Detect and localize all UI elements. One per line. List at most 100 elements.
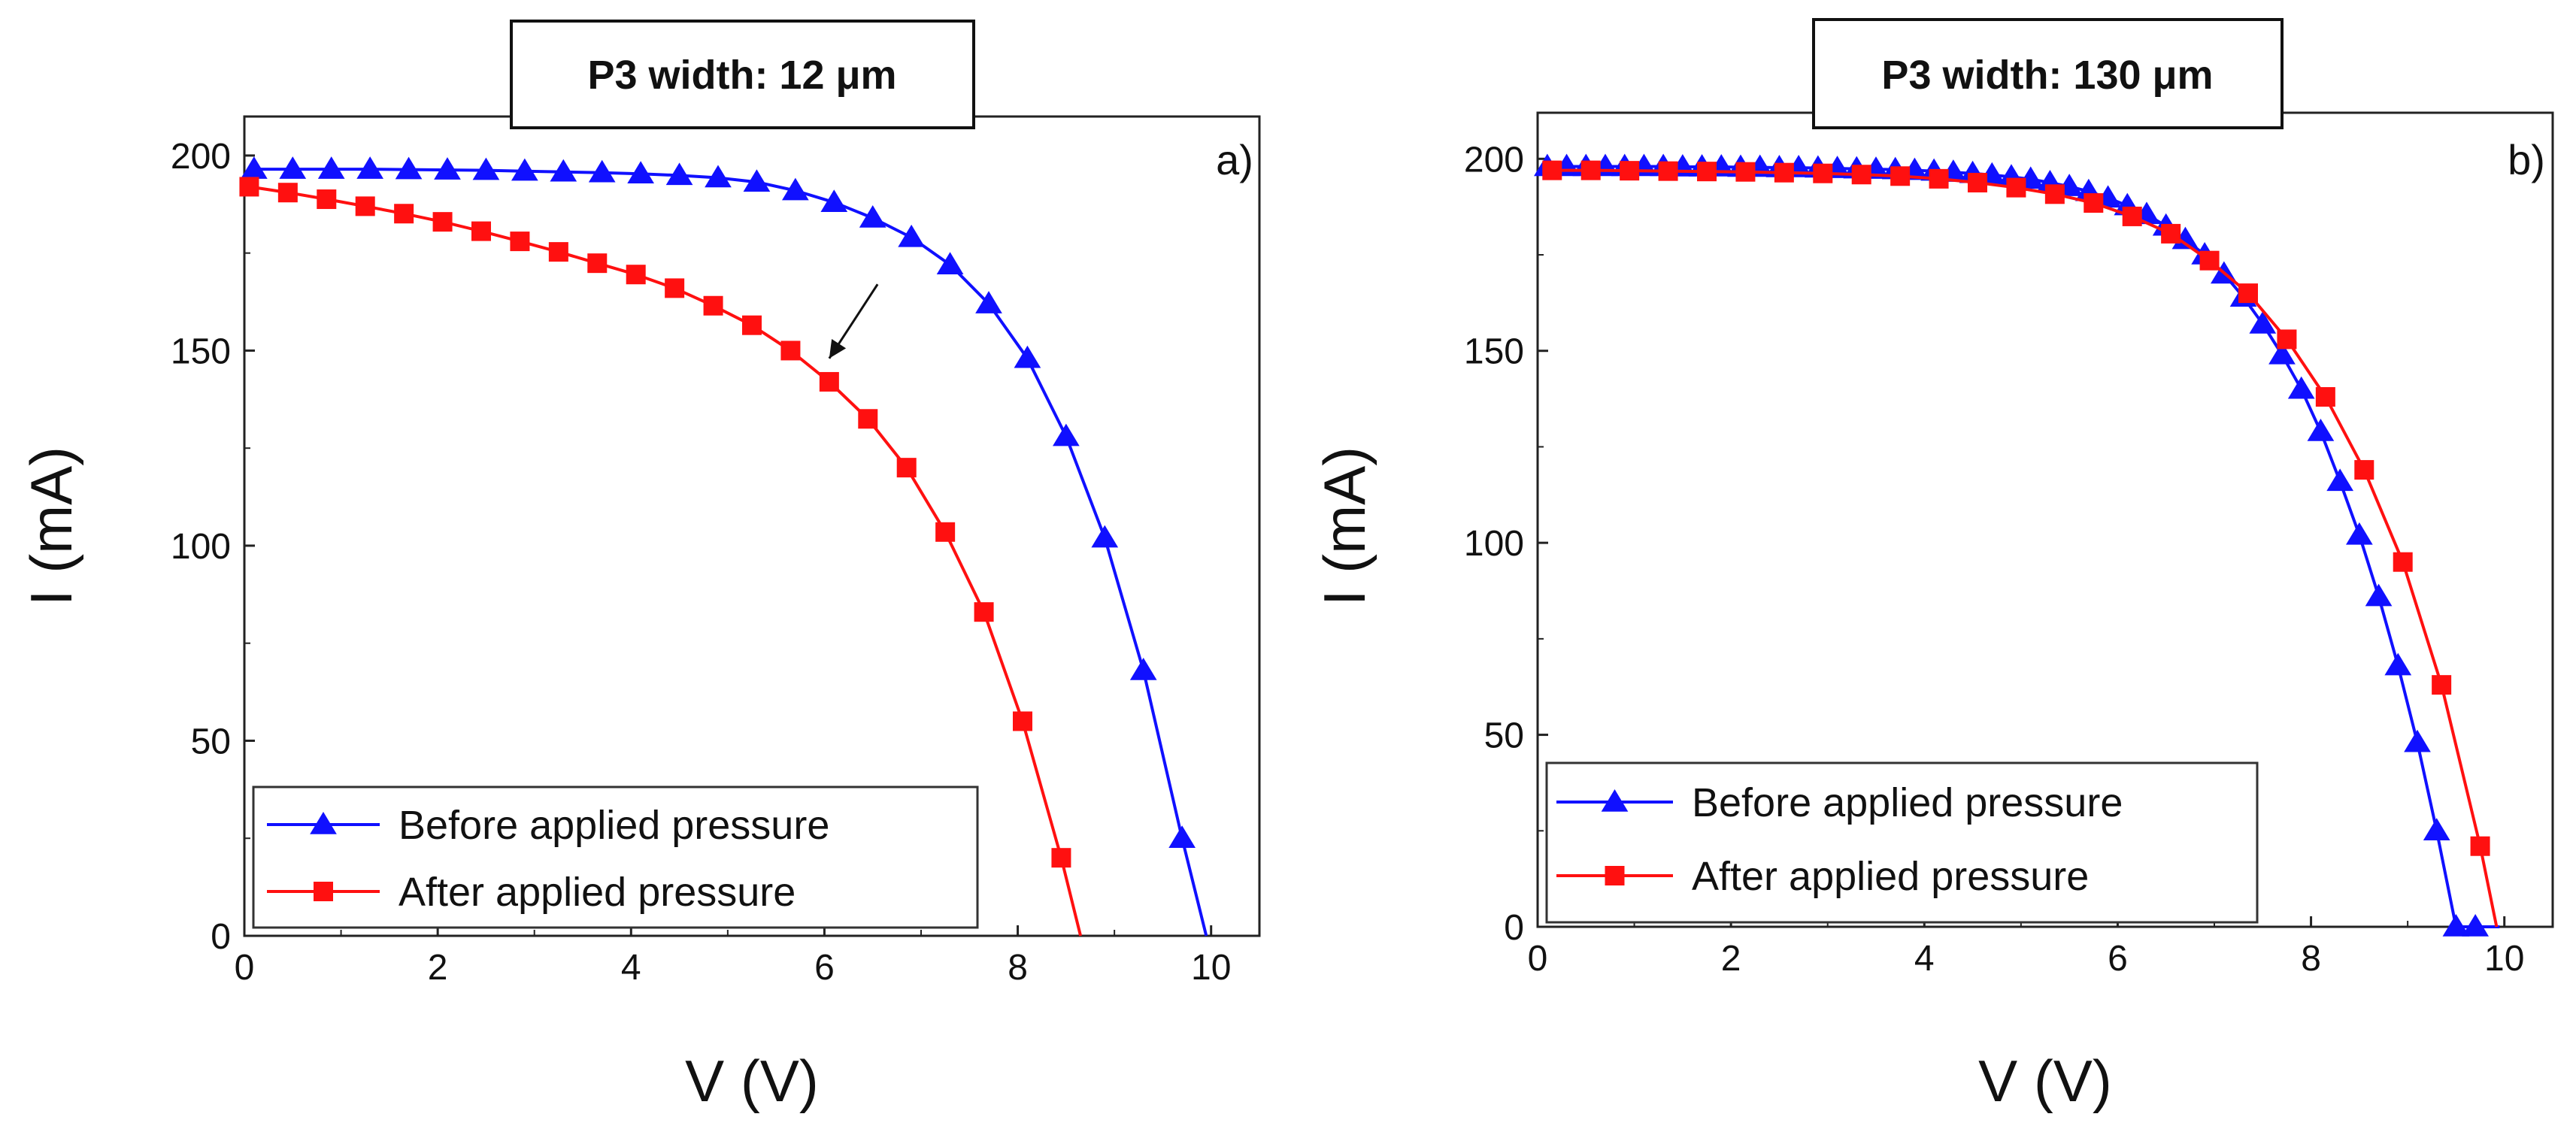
panel-label: b) (2508, 136, 2545, 183)
data-point-triangle (2307, 419, 2335, 441)
data-point-square (974, 602, 994, 622)
legend-marker (1601, 789, 1629, 812)
x-tick-label: 10 (2484, 939, 2524, 979)
y-tick-label: 100 (171, 527, 231, 567)
data-point-triangle (317, 156, 345, 179)
data-point-square (703, 295, 723, 316)
data-point-triangle (2404, 729, 2431, 752)
y-tick-label: 200 (171, 137, 231, 177)
data-point-triangle (2423, 818, 2450, 841)
legend-box (1545, 761, 2259, 924)
data-point-square (317, 189, 337, 210)
data-point-square (2393, 552, 2413, 572)
data-point-square (1697, 162, 1717, 182)
x-tick-label: 0 (235, 948, 255, 988)
data-point-triangle (434, 157, 461, 180)
data-point-square (394, 204, 414, 224)
data-point-square (1735, 162, 1756, 182)
legend-label: After applied pressure (1692, 854, 2089, 899)
y-tick-label: 0 (1504, 908, 1524, 948)
data-point-triangle (2287, 376, 2315, 399)
y-axis-label: I (mA) (18, 446, 84, 606)
data-point-square (780, 341, 801, 361)
annotation-arrow-head (829, 339, 847, 359)
data-point-triangle (241, 156, 268, 179)
data-point-square (626, 265, 646, 285)
data-point-triangle (705, 165, 732, 188)
data-point-square (1890, 166, 1911, 186)
data-point-triangle (2346, 522, 2373, 545)
x-tick-label: 8 (1008, 948, 1028, 988)
y-tick-label: 0 (211, 917, 231, 957)
data-point-square (2044, 184, 2065, 204)
data-point-square (2199, 250, 2220, 271)
data-point-triangle (1014, 345, 1041, 368)
data-point-square (2084, 193, 2104, 213)
x-tick-label: 4 (621, 948, 641, 988)
data-point-square (239, 177, 259, 197)
title-box (1812, 18, 2284, 129)
data-point-square (935, 522, 956, 542)
x-tick-label: 6 (2108, 939, 2128, 979)
data-point-square (548, 242, 568, 262)
data-point-triangle (665, 162, 693, 186)
panel-label: a) (1216, 136, 1253, 183)
data-point-triangle (975, 291, 1002, 313)
data-point-square (1542, 160, 1562, 180)
data-point-square (2161, 223, 2181, 244)
chart-title: P3 width: 130 μm (1881, 53, 2213, 98)
data-point-triangle (627, 161, 654, 184)
data-point-square (2006, 177, 2026, 198)
data-point-square (471, 221, 491, 241)
data-point-square (1580, 160, 1601, 180)
x-tick-label: 0 (1528, 939, 1548, 979)
data-point-square (587, 253, 608, 274)
data-point-square (355, 196, 375, 216)
legend-label: After applied pressure (399, 870, 796, 915)
data-point-triangle (1091, 525, 1119, 548)
x-tick-label: 2 (428, 948, 448, 988)
data-point-square (1774, 162, 1794, 183)
data-point-triangle (820, 189, 848, 212)
data-point-square (1968, 172, 1987, 192)
y-tick-label: 100 (1464, 524, 1524, 564)
legend-label: Before applied pressure (399, 803, 829, 848)
data-point-square (2354, 460, 2374, 480)
data-point-square (1929, 168, 1949, 189)
chart-title: P3 width: 12 μm (587, 53, 896, 98)
x-axis-label: V (V) (685, 1048, 819, 1114)
data-point-square (277, 183, 298, 203)
data-point-square (1851, 165, 1871, 185)
data-point-triangle (782, 177, 809, 201)
data-point-square (2277, 329, 2297, 350)
legend-label: Before applied pressure (1692, 780, 2123, 825)
data-point-triangle (1168, 825, 1196, 848)
data-point-triangle (898, 224, 925, 247)
y-tick-label: 150 (171, 331, 231, 371)
data-point-square (2238, 283, 2258, 304)
data-point-square (819, 371, 839, 392)
data-point-triangle (859, 204, 886, 228)
legend-marker (1605, 866, 1625, 885)
data-point-square (1051, 848, 1071, 868)
title-box (510, 20, 975, 129)
data-point-square (1620, 161, 1640, 181)
x-axis-label: V (V) (1978, 1048, 2112, 1114)
data-point-triangle (472, 157, 500, 180)
y-axis-label: I (mA) (1311, 446, 1377, 606)
data-point-square (665, 278, 685, 298)
data-point-triangle (1129, 658, 1157, 680)
data-point-square (2122, 206, 2142, 226)
data-point-square (858, 409, 878, 429)
x-tick-label: 6 (814, 948, 835, 988)
data-point-square (2470, 836, 2490, 856)
data-point-triangle (395, 156, 423, 180)
x-tick-label: 10 (1191, 948, 1231, 988)
y-tick-label: 50 (1484, 716, 1524, 756)
x-tick-label: 8 (2301, 939, 2321, 979)
legend-marker (314, 882, 333, 901)
data-point-triangle (2462, 914, 2489, 937)
